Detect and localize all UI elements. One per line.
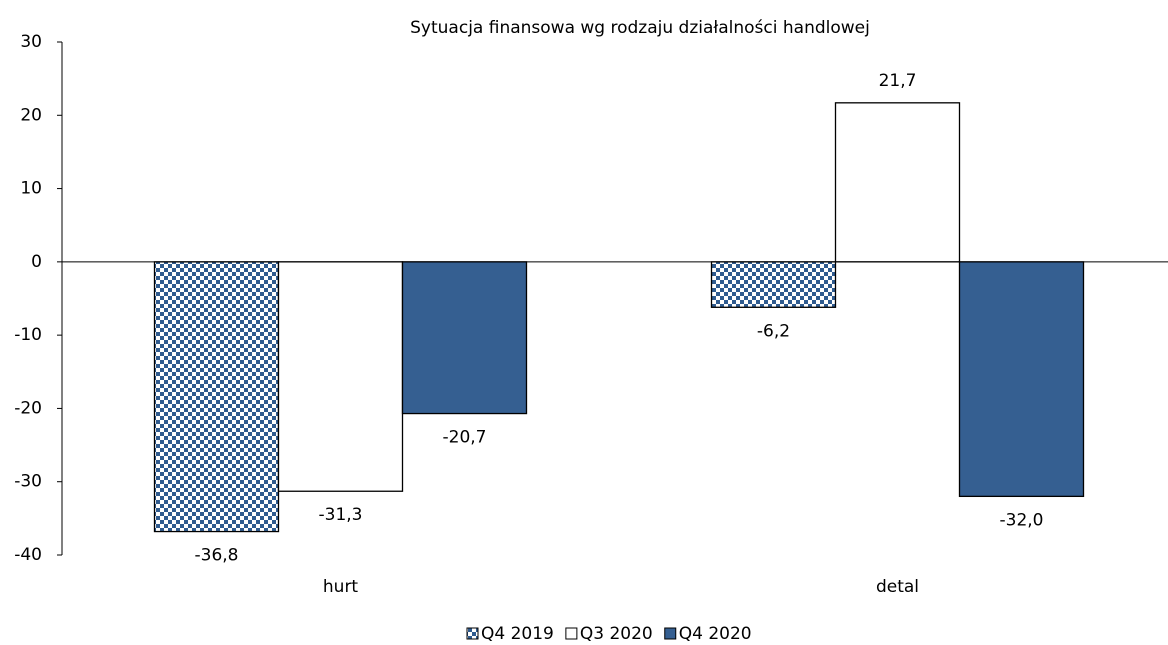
bar — [401, 261, 528, 415]
legend-label: Q4 2019 — [481, 624, 554, 644]
y-tick-label: -30 — [14, 472, 42, 492]
bar — [834, 102, 961, 263]
y-tick-label: -20 — [14, 398, 42, 418]
data-label: -32,0 — [1000, 510, 1044, 530]
legend-label: Q4 2020 — [679, 624, 752, 644]
bar — [153, 261, 280, 533]
data-label: -20,7 — [443, 428, 487, 448]
legend-label: Q3 2020 — [580, 624, 653, 644]
y-tick-label: 30 — [20, 32, 42, 52]
data-label: -31,3 — [319, 505, 363, 525]
x-tick-label: hurt — [323, 577, 359, 597]
data-label: -36,8 — [195, 546, 239, 566]
data-label: -6,2 — [757, 321, 790, 341]
y-tick-label: 0 — [31, 252, 42, 272]
bar — [277, 261, 404, 492]
bar — [958, 261, 1085, 498]
y-tick-label: -40 — [14, 545, 42, 565]
legend-swatch — [664, 627, 677, 640]
data-label: 21,7 — [879, 71, 917, 91]
legend-swatch — [466, 627, 479, 640]
chart-title: Sytuacja finansowa wg rodzaju działalnoś… — [410, 18, 870, 38]
legend-swatch — [565, 627, 578, 640]
y-tick-label: 20 — [20, 105, 42, 125]
y-tick-label: -10 — [14, 325, 42, 345]
x-tick-label: detal — [876, 577, 919, 597]
bar — [710, 261, 837, 308]
y-tick-label: 10 — [20, 179, 42, 199]
